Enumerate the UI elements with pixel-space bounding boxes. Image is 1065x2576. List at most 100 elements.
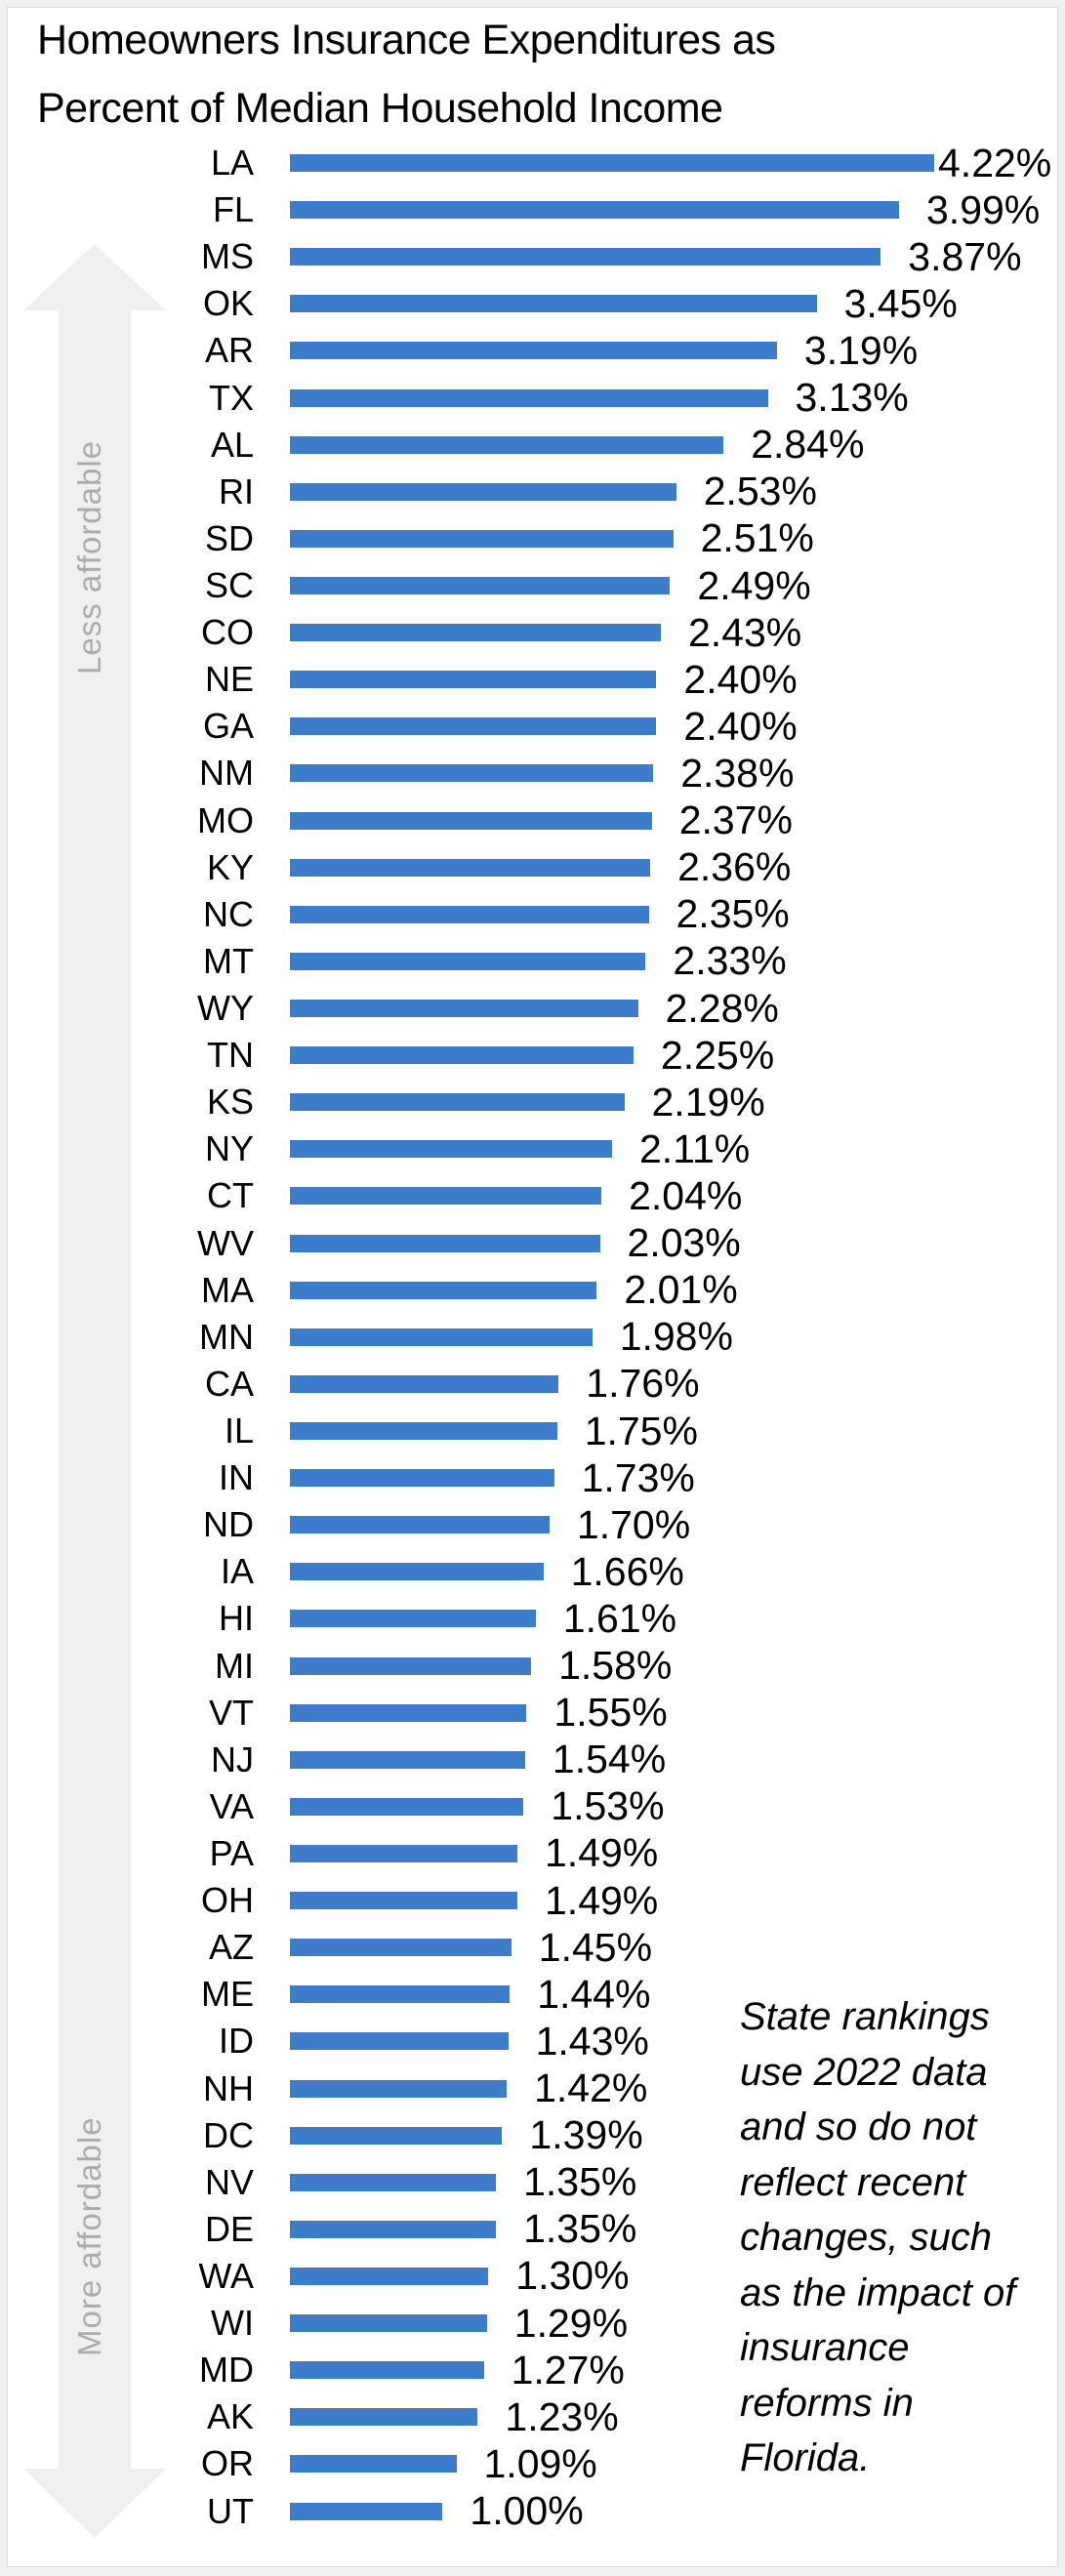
bar-row: NC 2.35% xyxy=(0,891,1065,938)
category-label: UT xyxy=(207,2490,254,2531)
bar xyxy=(290,1281,597,1299)
category-label: AK xyxy=(206,2396,254,2437)
value-label: 1.70% xyxy=(576,1501,691,1547)
value-label: 3.19% xyxy=(803,327,919,373)
bar-row: MI 1.58% xyxy=(0,1643,1065,1690)
bar-row: TN 2.25% xyxy=(0,1032,1065,1079)
value-label: 2.51% xyxy=(700,515,814,561)
category-label: CO xyxy=(201,612,254,653)
bar xyxy=(290,858,651,877)
value-label: 1.55% xyxy=(553,1690,668,1736)
value-label: 1.49% xyxy=(545,1830,659,1876)
value-label: 1.45% xyxy=(538,1924,653,1970)
category-label: NY xyxy=(204,1128,254,1169)
bar-row: AR 3.19% xyxy=(0,327,1065,374)
category-label: RI xyxy=(219,470,254,511)
bar-row: UT 1.00% xyxy=(0,2487,1065,2534)
bar-row: HI 1.61% xyxy=(0,1595,1065,1642)
bar-row: IA 1.66% xyxy=(0,1548,1065,1595)
value-label: 2.25% xyxy=(660,1032,775,1078)
category-label: LA xyxy=(210,143,254,184)
bar xyxy=(290,295,817,313)
bar-row: ND 1.70% xyxy=(0,1501,1065,1548)
category-label: OK xyxy=(202,283,254,324)
bar-row: GA 2.40% xyxy=(0,703,1065,750)
bar xyxy=(290,1000,638,1018)
bar xyxy=(290,671,657,689)
category-label: WA xyxy=(198,2255,254,2296)
value-label: 2.03% xyxy=(627,1220,741,1266)
bar xyxy=(290,2220,497,2238)
category-label: DE xyxy=(204,2208,254,2249)
value-label: 1.23% xyxy=(505,2393,619,2439)
value-label: 1.39% xyxy=(529,2112,643,2158)
value-label: 3.45% xyxy=(843,280,958,326)
category-label: MO xyxy=(197,799,254,840)
value-label: 1.44% xyxy=(537,1971,651,2017)
category-label: TX xyxy=(208,377,254,418)
value-label: 2.28% xyxy=(665,985,779,1031)
category-label: NM xyxy=(199,753,254,794)
bar xyxy=(290,811,652,830)
page-title: Homeowners Insurance Expenditures as Per… xyxy=(37,17,776,132)
category-label: NE xyxy=(204,659,254,700)
bar-row: FL 3.99% xyxy=(0,186,1065,233)
bar-row: CO 2.43% xyxy=(0,609,1065,656)
category-label: VA xyxy=(209,1785,254,1826)
bar xyxy=(290,1563,544,1581)
bar-row: VT 1.55% xyxy=(0,1690,1065,1737)
value-label: 1.58% xyxy=(558,1643,673,1689)
bar-row: OH 1.49% xyxy=(0,1877,1065,1924)
category-label: NH xyxy=(203,2067,254,2108)
category-label: MI xyxy=(215,1645,254,1686)
value-label: 2.11% xyxy=(639,1125,751,1171)
category-label: SC xyxy=(204,565,254,606)
bar-row: CT 2.04% xyxy=(0,1172,1065,1219)
bar xyxy=(290,2032,509,2051)
bar xyxy=(290,2173,497,2191)
bar xyxy=(290,1093,625,1112)
bar xyxy=(290,2267,489,2285)
bar-row: SD 2.51% xyxy=(0,515,1065,562)
value-label: 1.76% xyxy=(586,1361,700,1407)
value-label: 1.43% xyxy=(535,2018,649,2064)
value-label: 2.38% xyxy=(680,750,795,796)
value-label: 2.37% xyxy=(678,797,793,843)
bar xyxy=(290,1234,600,1252)
bar xyxy=(290,1374,559,1393)
value-label: 1.53% xyxy=(551,1783,665,1829)
bar-row: MD 1.27% xyxy=(0,2347,1065,2393)
category-label: MT xyxy=(203,940,254,981)
category-label: OR xyxy=(201,2443,254,2484)
bar xyxy=(290,529,674,548)
category-label: IL xyxy=(224,1411,254,1451)
bar-row: MA 2.01% xyxy=(0,1267,1065,1314)
bar-row: NH 1.42% xyxy=(0,2065,1065,2111)
bar xyxy=(290,1797,524,1816)
bar-row: NM 2.38% xyxy=(0,750,1065,797)
bar-row: RI 2.53% xyxy=(0,469,1065,515)
affordability-double-arrow xyxy=(23,244,166,2538)
bar-row: AL 2.84% xyxy=(0,422,1065,469)
value-label: 2.40% xyxy=(683,656,798,702)
value-label: 3.87% xyxy=(908,233,1022,279)
category-label: ID xyxy=(219,2021,254,2062)
value-label: 1.09% xyxy=(483,2440,597,2486)
bar xyxy=(290,482,676,501)
category-label: VT xyxy=(208,1692,254,1733)
bar xyxy=(290,342,777,360)
category-label: DC xyxy=(203,2114,254,2155)
bar-row: DE 1.35% xyxy=(0,2206,1065,2253)
value-label: 2.04% xyxy=(629,1172,743,1218)
bar xyxy=(290,2361,484,2380)
bar xyxy=(290,717,657,736)
value-label: 1.00% xyxy=(470,2488,584,2534)
bar-chart: LA 4.22% FL 3.99% MS 3.87% OK 3.45% AR 3.19% TX 3.1… xyxy=(0,140,1065,2535)
bar xyxy=(290,248,881,266)
value-label: 3.99% xyxy=(926,186,1041,232)
bar xyxy=(290,1939,512,1957)
category-label: AL xyxy=(210,424,254,465)
category-label: MD xyxy=(199,2350,254,2391)
value-label: 4.22% xyxy=(938,140,1052,185)
bar xyxy=(290,2126,503,2145)
